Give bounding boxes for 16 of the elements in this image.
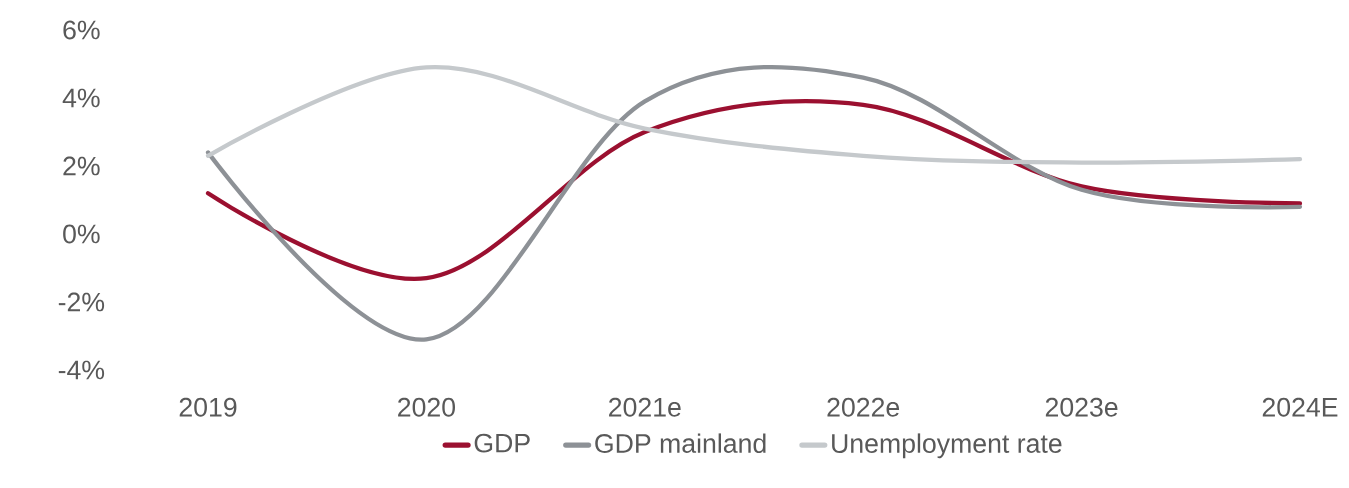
x-tick-label: 2019 [179,397,237,417]
x-tick-label: 2021e [609,397,681,417]
x-tick-label: 2022e [827,397,900,417]
y-tick-label: -2% [58,292,105,312]
y-tick-label: -4% [58,360,105,380]
x-tick-label: 2023e [1045,397,1118,417]
line-series [205,65,1303,165]
y-tick-label: 4% [62,88,100,108]
y-tick-label: 2% [63,156,100,176]
x-tick-label: 2024E [1262,397,1338,417]
x-tick-label: 2020 [398,397,456,417]
y-tick-label: 0% [63,224,100,244]
legend-label: Unemployment rate [832,433,1062,459]
y-tick-label: 6% [63,20,100,40]
legend-label: GDP [474,433,530,453]
legend-label: GDP mainland [595,433,766,453]
